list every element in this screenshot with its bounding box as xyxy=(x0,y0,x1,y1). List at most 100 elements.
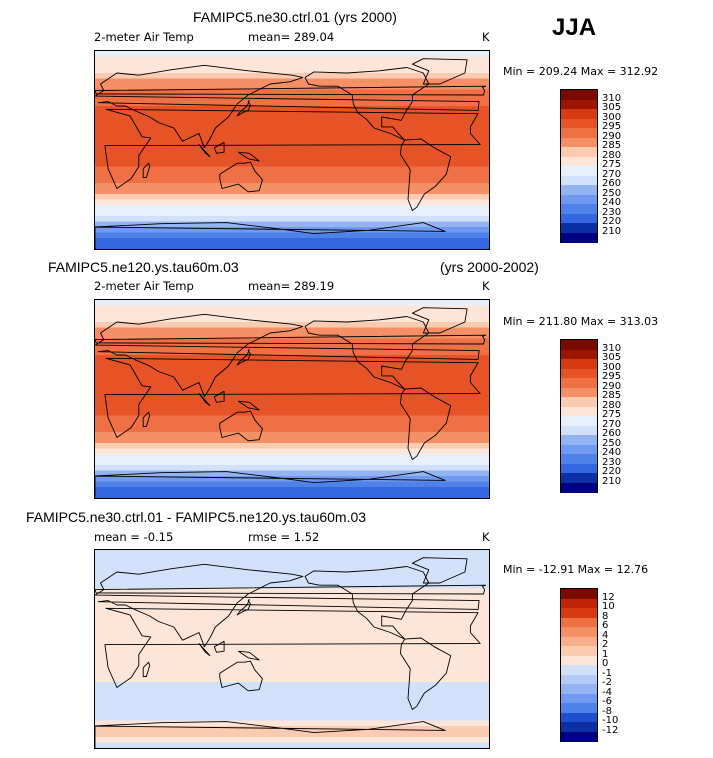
field-band xyxy=(95,476,489,483)
colorbar-tick-label: 305 xyxy=(602,352,622,363)
coastline xyxy=(198,144,211,158)
coastline xyxy=(219,660,263,692)
field-band xyxy=(95,487,489,494)
field-band xyxy=(95,89,489,96)
colorbar-swatch xyxy=(561,99,597,110)
colorbar-tick-label: 295 xyxy=(602,121,622,132)
colorbar-tick-label: 0 xyxy=(602,658,609,669)
colorbar-tick-label: 4 xyxy=(602,629,609,641)
colorbar-swatch xyxy=(561,175,597,186)
field-band xyxy=(95,577,489,584)
colorbar-swatch xyxy=(561,482,597,493)
colorbar-swatch xyxy=(561,674,597,685)
colorbar-tick-label: 290 xyxy=(602,380,622,392)
field-band xyxy=(95,243,489,249)
field-band xyxy=(95,720,489,727)
field-band xyxy=(95,216,489,223)
coastline xyxy=(95,85,487,96)
coastline xyxy=(304,566,430,640)
colorbar-tick-label: 275 xyxy=(602,159,622,170)
coastline xyxy=(104,357,481,438)
colorbar-tick-label: -8 xyxy=(602,705,612,717)
colorbar-swatch xyxy=(561,128,597,138)
colorbar-tick-label: 210 xyxy=(602,225,622,237)
panel1-field xyxy=(95,51,489,249)
colorbar-tick-label: 305 xyxy=(602,102,622,113)
field-band xyxy=(95,177,489,184)
field-band xyxy=(95,316,489,323)
field-band xyxy=(95,448,489,455)
colorbar-tick-label: 270 xyxy=(602,418,622,430)
field-band xyxy=(95,117,489,124)
panel1-colorbar xyxy=(560,89,598,243)
colorbar-tick-label: 12 xyxy=(602,591,615,603)
field-band xyxy=(95,333,489,340)
field-band xyxy=(95,166,489,173)
panel1-coastlines xyxy=(95,58,487,249)
field-band xyxy=(95,172,489,179)
coastline xyxy=(142,411,151,427)
field-band xyxy=(95,84,489,91)
field-band xyxy=(95,566,489,573)
field-band xyxy=(95,432,489,439)
field-band xyxy=(95,366,489,373)
field-band xyxy=(95,62,489,69)
colorbar-swatch xyxy=(561,425,597,436)
colorbar-swatch xyxy=(561,731,597,742)
colorbar-tick-label: 240 xyxy=(602,197,622,208)
field-band xyxy=(95,399,489,406)
colorbar-tick-label: -1 xyxy=(602,667,612,679)
field-band xyxy=(95,660,489,667)
coastline xyxy=(213,640,225,653)
field-band xyxy=(95,344,489,351)
field-band xyxy=(95,133,489,140)
colorbar-swatch xyxy=(561,406,597,417)
field-band xyxy=(95,693,489,700)
coastline xyxy=(399,138,452,211)
panel3-units: K xyxy=(482,530,490,544)
colorbar-tick-label: 230 xyxy=(602,206,622,218)
field-band xyxy=(95,421,489,428)
colorbar-swatch xyxy=(561,387,597,398)
field-band xyxy=(95,715,489,722)
colorbar-tick-label: 250 xyxy=(602,437,622,449)
field-band xyxy=(95,638,489,645)
panel1-map-svg xyxy=(95,51,489,249)
field-band xyxy=(95,594,489,601)
colorbar-swatch xyxy=(561,627,597,637)
colorbar-swatch xyxy=(561,109,597,119)
colorbar-swatch xyxy=(561,204,597,214)
field-band xyxy=(95,150,489,157)
field-band xyxy=(95,106,489,113)
colorbar-swatch xyxy=(561,349,597,360)
panel2-units: K xyxy=(482,279,490,293)
field-band xyxy=(95,731,489,738)
colorbar-swatch xyxy=(561,665,597,675)
panel3-map xyxy=(94,549,490,749)
field-band xyxy=(95,227,489,234)
colorbar-swatch xyxy=(561,693,597,704)
coastline xyxy=(198,393,211,407)
colorbar-tick-label: 6 xyxy=(602,620,609,631)
panel3-mean: mean = -0.15 xyxy=(94,530,174,544)
colorbar-tick-label: 285 xyxy=(602,140,622,151)
field-band xyxy=(95,51,489,58)
field-band xyxy=(95,100,489,107)
field-band xyxy=(95,111,489,118)
colorbar-tick-label: 270 xyxy=(602,168,622,180)
colorbar-tick-label: -10 xyxy=(602,715,619,726)
colorbar-tick-label: 1 xyxy=(602,648,609,660)
panel3-minmax: Min = -12.91 Max = 12.76 xyxy=(503,563,649,576)
field-band xyxy=(95,232,489,239)
field-band xyxy=(95,616,489,623)
colorbar-swatch xyxy=(561,655,597,666)
colorbar-tick-label: 220 xyxy=(602,216,622,227)
colorbar-swatch xyxy=(561,684,597,694)
field-band xyxy=(95,610,489,617)
colorbar-swatch xyxy=(561,444,597,455)
field-band xyxy=(95,404,489,411)
field-band xyxy=(95,78,489,85)
panel2-coastlines xyxy=(95,307,487,498)
panel3-colorbar xyxy=(560,588,598,742)
colorbar-swatch xyxy=(561,636,597,647)
